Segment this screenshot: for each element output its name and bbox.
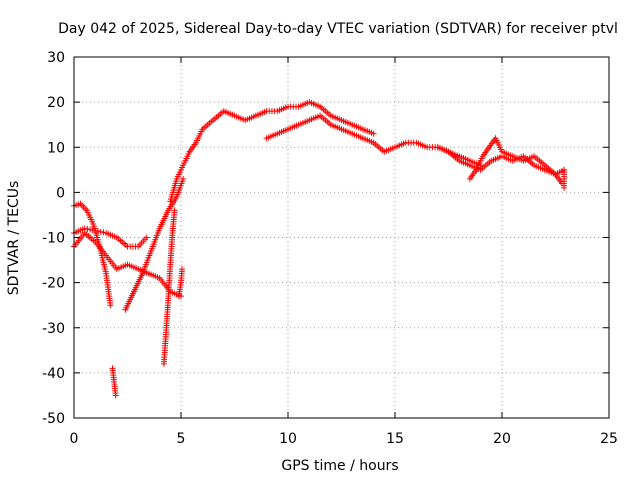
data-point (370, 130, 377, 137)
data-point (97, 228, 104, 235)
y-tick-label: -40 (42, 366, 65, 382)
y-axis-label: SDTVAR / TECUs (6, 181, 22, 296)
axis-ticks: 0 5 10 15 20 25 -50 -40 -30 -20 -10 0 10 20 30 (42, 50, 618, 447)
x-tick-label: 10 (279, 431, 297, 447)
x-tick-label: 15 (386, 431, 404, 447)
data-point (95, 228, 102, 235)
chart-title: Day 042 of 2025, Sidereal Day-to-day VTE… (58, 21, 618, 37)
y-tick-label: -30 (42, 321, 65, 337)
y-tick-label: -50 (42, 411, 65, 427)
y-tick-label: -20 (42, 276, 65, 292)
plot-frame (73, 56, 610, 419)
data-point (112, 392, 119, 399)
y-tick-label: 0 (56, 185, 65, 201)
x-axis-label: GPS time / hours (281, 458, 398, 474)
data-point (89, 227, 96, 234)
x-tick-label: 0 (70, 431, 79, 447)
data-point (179, 266, 186, 273)
x-tick-label: 20 (493, 431, 511, 447)
data-point (84, 226, 91, 233)
grid-lines (74, 57, 609, 418)
y-tick-label: 20 (47, 95, 65, 111)
data-point (92, 227, 99, 234)
x-tick-label: 5 (177, 431, 186, 447)
x-tick-label: 25 (600, 431, 618, 447)
data-point (561, 166, 568, 173)
y-tick-label: -10 (42, 231, 65, 247)
data-point (107, 302, 114, 309)
data-point (81, 225, 88, 232)
data-point (171, 207, 178, 214)
y-tick-label: 30 (47, 50, 65, 66)
y-tick-label: 10 (47, 140, 65, 156)
data-point (87, 226, 94, 233)
data-points (71, 99, 568, 399)
data-point (100, 229, 107, 236)
data-point (180, 175, 187, 182)
data-point (143, 234, 150, 241)
